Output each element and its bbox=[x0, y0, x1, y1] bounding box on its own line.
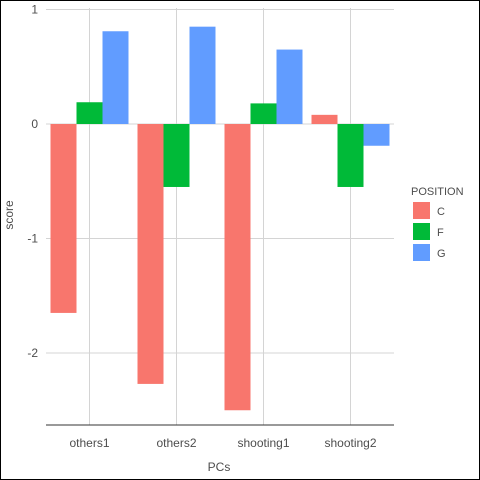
legend-key-F bbox=[413, 223, 430, 240]
bar-C-shooting2 bbox=[311, 114, 338, 124]
legend-label-G: G bbox=[437, 248, 446, 260]
bar-F-others2 bbox=[163, 124, 190, 187]
bar-C-others1 bbox=[50, 124, 77, 313]
x-tick-label: shooting2 bbox=[324, 436, 376, 450]
y-tick-label: -2 bbox=[27, 346, 38, 360]
bar-C-others2 bbox=[137, 124, 164, 384]
legend-label-C: C bbox=[437, 206, 445, 218]
axes: -2 -1 0 1 others1 others2 shooting1 shooting2 bbox=[27, 3, 394, 450]
bar-F-shooting1 bbox=[250, 103, 277, 124]
grid-lines bbox=[46, 8, 394, 425]
bar-F-shooting2 bbox=[337, 124, 364, 187]
bars bbox=[50, 26, 390, 411]
y-tick-label: -1 bbox=[27, 232, 38, 246]
bar-G-others1 bbox=[102, 31, 129, 125]
bar-G-shooting2 bbox=[363, 124, 390, 146]
bar-F-others1 bbox=[76, 102, 103, 124]
legend-key-C bbox=[413, 202, 430, 219]
bar-G-others2 bbox=[189, 26, 216, 124]
x-tick-label: shooting1 bbox=[237, 436, 289, 450]
y-tick-label: 1 bbox=[31, 3, 38, 17]
bar-G-shooting1 bbox=[276, 49, 303, 125]
x-axis-title: PCs bbox=[208, 460, 231, 474]
y-tick-label: 0 bbox=[31, 117, 38, 131]
bar-C-shooting1 bbox=[224, 124, 251, 411]
y-axis-title: score bbox=[2, 200, 16, 230]
legend-key-G bbox=[413, 244, 430, 261]
legend: POSITION CFG bbox=[411, 186, 464, 261]
legend-label-F: F bbox=[437, 227, 444, 239]
x-tick-label: others1 bbox=[69, 436, 109, 450]
legend-title: POSITION bbox=[411, 186, 464, 198]
x-tick-label: others2 bbox=[156, 436, 196, 450]
